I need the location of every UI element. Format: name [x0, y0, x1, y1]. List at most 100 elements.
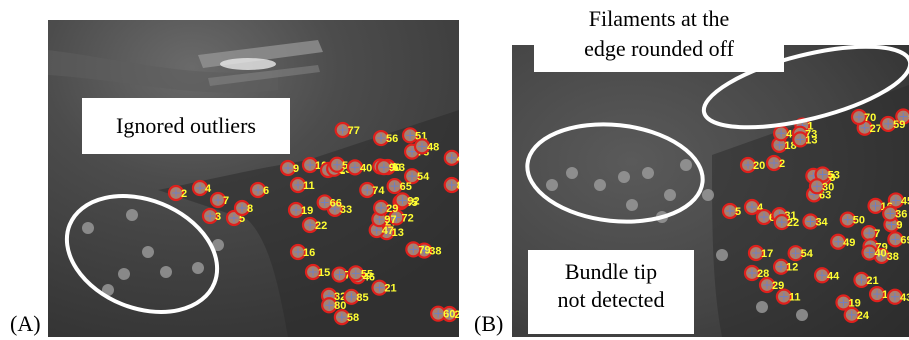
- filament-blob: [702, 189, 714, 201]
- detection-cross: [775, 140, 784, 149]
- detection-cross: [408, 172, 417, 181]
- detection-cross: [337, 313, 346, 322]
- detection-cross: [292, 206, 300, 214]
- panel-letter-b: (B): [474, 311, 504, 336]
- detection-label: 17: [761, 248, 773, 260]
- detection-cross: [760, 213, 768, 221]
- callout-ignored-outliers: Ignored outliers: [82, 98, 290, 154]
- callout-bundle-tip-line-2: not detected: [557, 287, 665, 312]
- detection-label: 34: [815, 217, 828, 229]
- detection-label: 48: [427, 141, 439, 153]
- detection-cross: [818, 170, 827, 179]
- detection-cross: [377, 203, 386, 212]
- filament-blob: [102, 284, 114, 296]
- detection-cross: [796, 135, 805, 144]
- detection-cross: [238, 204, 246, 212]
- detection-label: 80: [334, 300, 346, 312]
- filament-blob: [680, 159, 692, 171]
- detection-label: 63: [393, 162, 405, 174]
- detection-label: 6: [263, 185, 269, 197]
- filament-blob: [82, 222, 94, 234]
- detection-cross: [763, 281, 771, 289]
- detection-cross: [230, 214, 238, 222]
- detection-label: 1: [807, 121, 813, 133]
- detection-label: 60: [443, 309, 455, 321]
- detection-label: 90: [389, 162, 401, 174]
- bundle-tip-highlight-ellipse: [525, 122, 705, 224]
- detection-cross: [899, 112, 908, 121]
- panel-letter-a: (A): [10, 311, 41, 336]
- detection-label: 55: [361, 268, 373, 280]
- filament-blob: [566, 167, 578, 179]
- detection-cross: [884, 119, 893, 128]
- detection-label: 9: [293, 163, 299, 175]
- detection-label: 58: [347, 312, 359, 324]
- detection-cross: [335, 270, 344, 279]
- detection-label: 2: [779, 158, 785, 170]
- filament-blob: [546, 179, 558, 191]
- detection-cross: [284, 164, 292, 172]
- detection-label: 22: [315, 220, 327, 232]
- callout-bundle-tip: Bundle tip not detected: [528, 250, 694, 334]
- detection-cross: [377, 134, 386, 143]
- detection-label: 46: [363, 271, 375, 283]
- filament-blob: [716, 249, 728, 261]
- detection-label: 27: [870, 123, 882, 135]
- detection-label: 30: [822, 181, 834, 193]
- detection-cross: [306, 221, 314, 229]
- detection-cross: [752, 249, 760, 257]
- detection-label: 85: [356, 292, 368, 304]
- detection-cross: [871, 201, 880, 210]
- detection-label: 77: [348, 125, 360, 137]
- detection-cross: [372, 226, 381, 235]
- filament-blob: [642, 167, 654, 179]
- detection-label: 40: [360, 162, 372, 174]
- detection-label: 13: [805, 134, 817, 146]
- detection-label: 69: [900, 234, 909, 246]
- filament-blob: [796, 309, 808, 321]
- detection-cross: [418, 142, 427, 151]
- detection-label: 19: [848, 297, 860, 309]
- callout-bundle-tip-line-1: Bundle tip: [564, 259, 658, 284]
- detection-cross: [363, 186, 372, 195]
- detection-label: 21: [384, 283, 396, 295]
- detection-cross: [891, 235, 900, 244]
- detection-cross: [843, 215, 852, 224]
- detection-label: 44: [827, 270, 840, 282]
- micrograph-image-a: 2473568910111219221615132327323546516373…: [48, 20, 459, 337]
- detection-label: 66: [330, 197, 342, 209]
- detection-cross: [839, 298, 848, 307]
- detection-label: 49: [843, 237, 855, 249]
- micrograph-panel-b: 5462021728297911181412273324183141434445…: [512, 45, 909, 337]
- caption-rounded-edge: Filaments at the edge rounded off: [534, 0, 784, 72]
- caption-rounded-edge-line-2: edge rounded off: [584, 36, 734, 61]
- detection-cross: [309, 268, 317, 276]
- detection-label: 47: [382, 225, 394, 237]
- detection-cross: [886, 209, 895, 218]
- detection-label: 5: [735, 206, 741, 218]
- detection-label: 97: [384, 214, 396, 226]
- detection-cross: [330, 204, 339, 213]
- detection-label: 7: [223, 195, 229, 207]
- detection-cross: [834, 237, 843, 246]
- detection-cross: [445, 309, 454, 318]
- filament-blob: [126, 209, 138, 221]
- detection-cross: [873, 290, 882, 299]
- filament-blob: [118, 268, 130, 280]
- detection-label: 92: [407, 195, 419, 207]
- detection-label: 70: [864, 112, 876, 124]
- detection-marks-a: 2473568910111219221615132327323546516373…: [167, 121, 459, 326]
- detection-cross: [206, 212, 214, 220]
- micrograph-panel-a: 2473568910111219221615132327323546516373…: [48, 20, 459, 337]
- detection-cross: [447, 153, 456, 162]
- detection-label: 72: [401, 212, 413, 224]
- detection-cross: [847, 310, 856, 319]
- detection-label: 53: [828, 170, 840, 182]
- detection-label: 7: [874, 228, 880, 240]
- detection-cross: [254, 186, 262, 194]
- detection-label: 9: [896, 219, 902, 231]
- filament-blob: [142, 246, 154, 258]
- detection-label: 19: [301, 205, 313, 217]
- detection-label: 11: [789, 292, 801, 304]
- outlier-highlight-ellipse: [64, 194, 220, 314]
